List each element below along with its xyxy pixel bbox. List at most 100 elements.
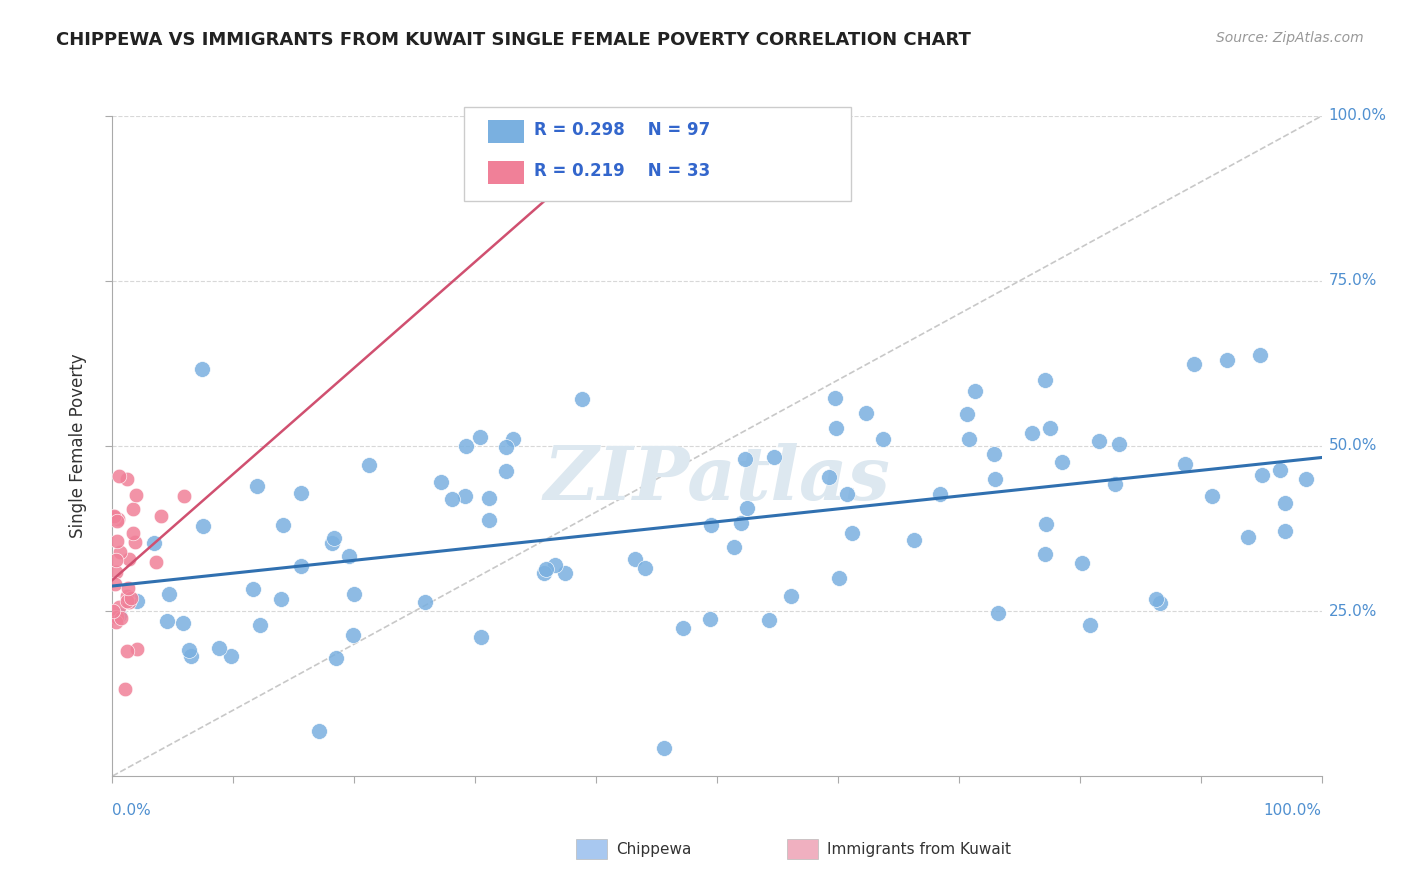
Point — [290, 558, 312, 573]
Point — [634, 561, 657, 575]
Text: 50.0%: 50.0% — [1329, 439, 1376, 453]
Point — [103, 510, 125, 524]
Text: 100.0%: 100.0% — [1329, 109, 1386, 123]
Point — [359, 458, 381, 473]
Point — [1251, 468, 1274, 483]
Point — [103, 604, 125, 618]
Point — [270, 592, 292, 607]
Point — [502, 433, 524, 447]
Point — [454, 439, 477, 453]
Point — [855, 406, 877, 420]
Point — [495, 440, 517, 454]
Point — [143, 536, 166, 550]
Point — [325, 651, 347, 665]
Point — [758, 613, 780, 627]
Point — [115, 644, 138, 658]
Point — [1050, 455, 1073, 469]
Point — [623, 552, 645, 566]
Point — [104, 577, 127, 591]
Point — [120, 591, 142, 605]
Point — [1149, 596, 1171, 610]
Point — [118, 595, 141, 609]
Point — [872, 432, 894, 446]
Point — [1087, 434, 1109, 449]
Point — [1174, 457, 1197, 471]
Point — [117, 581, 139, 595]
Point — [983, 472, 1005, 486]
Point — [533, 566, 555, 580]
Point — [571, 392, 593, 406]
Point — [104, 565, 127, 579]
Point — [534, 562, 557, 576]
Point — [114, 681, 136, 696]
Point — [249, 618, 271, 632]
Point — [180, 648, 202, 663]
Point — [1104, 477, 1126, 491]
Point — [1274, 496, 1296, 510]
Point — [110, 611, 132, 625]
Point — [117, 552, 139, 566]
Point — [246, 479, 269, 493]
Point — [321, 536, 343, 550]
Point — [172, 615, 194, 630]
Text: R = 0.298    N = 97: R = 0.298 N = 97 — [534, 121, 710, 139]
Point — [121, 502, 143, 516]
Point — [108, 607, 131, 622]
Point — [477, 491, 499, 505]
Point — [108, 545, 131, 559]
Point — [1274, 524, 1296, 539]
Point — [495, 464, 517, 478]
Point — [441, 491, 464, 506]
Point — [734, 452, 756, 467]
Text: 25.0%: 25.0% — [1329, 604, 1376, 618]
Point — [219, 648, 242, 663]
Text: 0.0%: 0.0% — [112, 803, 152, 818]
Point — [157, 587, 180, 601]
Point — [290, 486, 312, 500]
Point — [150, 509, 173, 524]
Point — [652, 741, 675, 756]
Point — [1216, 352, 1239, 367]
Point — [108, 599, 131, 614]
Point — [107, 512, 129, 526]
Point — [699, 611, 721, 625]
Point — [103, 509, 125, 524]
Point — [903, 533, 925, 547]
Point — [1144, 591, 1167, 606]
Text: ZIPatlas: ZIPatlas — [544, 442, 890, 516]
Point — [415, 595, 437, 609]
Point — [824, 391, 846, 405]
Point — [700, 518, 723, 533]
Point — [105, 553, 128, 567]
Point — [127, 594, 149, 608]
Point — [125, 642, 148, 657]
Point — [453, 489, 475, 503]
Point — [1039, 421, 1062, 435]
Text: Chippewa: Chippewa — [616, 842, 692, 856]
Point — [1268, 463, 1291, 477]
Point — [179, 642, 201, 657]
Point — [730, 516, 752, 531]
Point — [470, 430, 492, 444]
Point — [429, 475, 451, 489]
Point — [544, 558, 567, 573]
Point — [121, 526, 143, 541]
Text: 75.0%: 75.0% — [1329, 274, 1376, 288]
Point — [817, 470, 839, 484]
Point — [983, 447, 1005, 461]
Point — [1071, 556, 1094, 570]
Point — [242, 582, 264, 596]
Point — [105, 514, 128, 528]
Point — [342, 627, 364, 641]
Point — [928, 487, 950, 501]
Text: 100.0%: 100.0% — [1264, 803, 1322, 818]
Point — [825, 421, 848, 435]
Point — [1184, 357, 1206, 371]
Point — [115, 472, 138, 486]
Point — [841, 525, 863, 540]
Point — [1108, 436, 1130, 450]
Y-axis label: Single Female Poverty: Single Female Poverty — [69, 354, 87, 538]
Point — [1035, 516, 1057, 531]
Point — [145, 555, 167, 569]
Point — [957, 432, 980, 446]
